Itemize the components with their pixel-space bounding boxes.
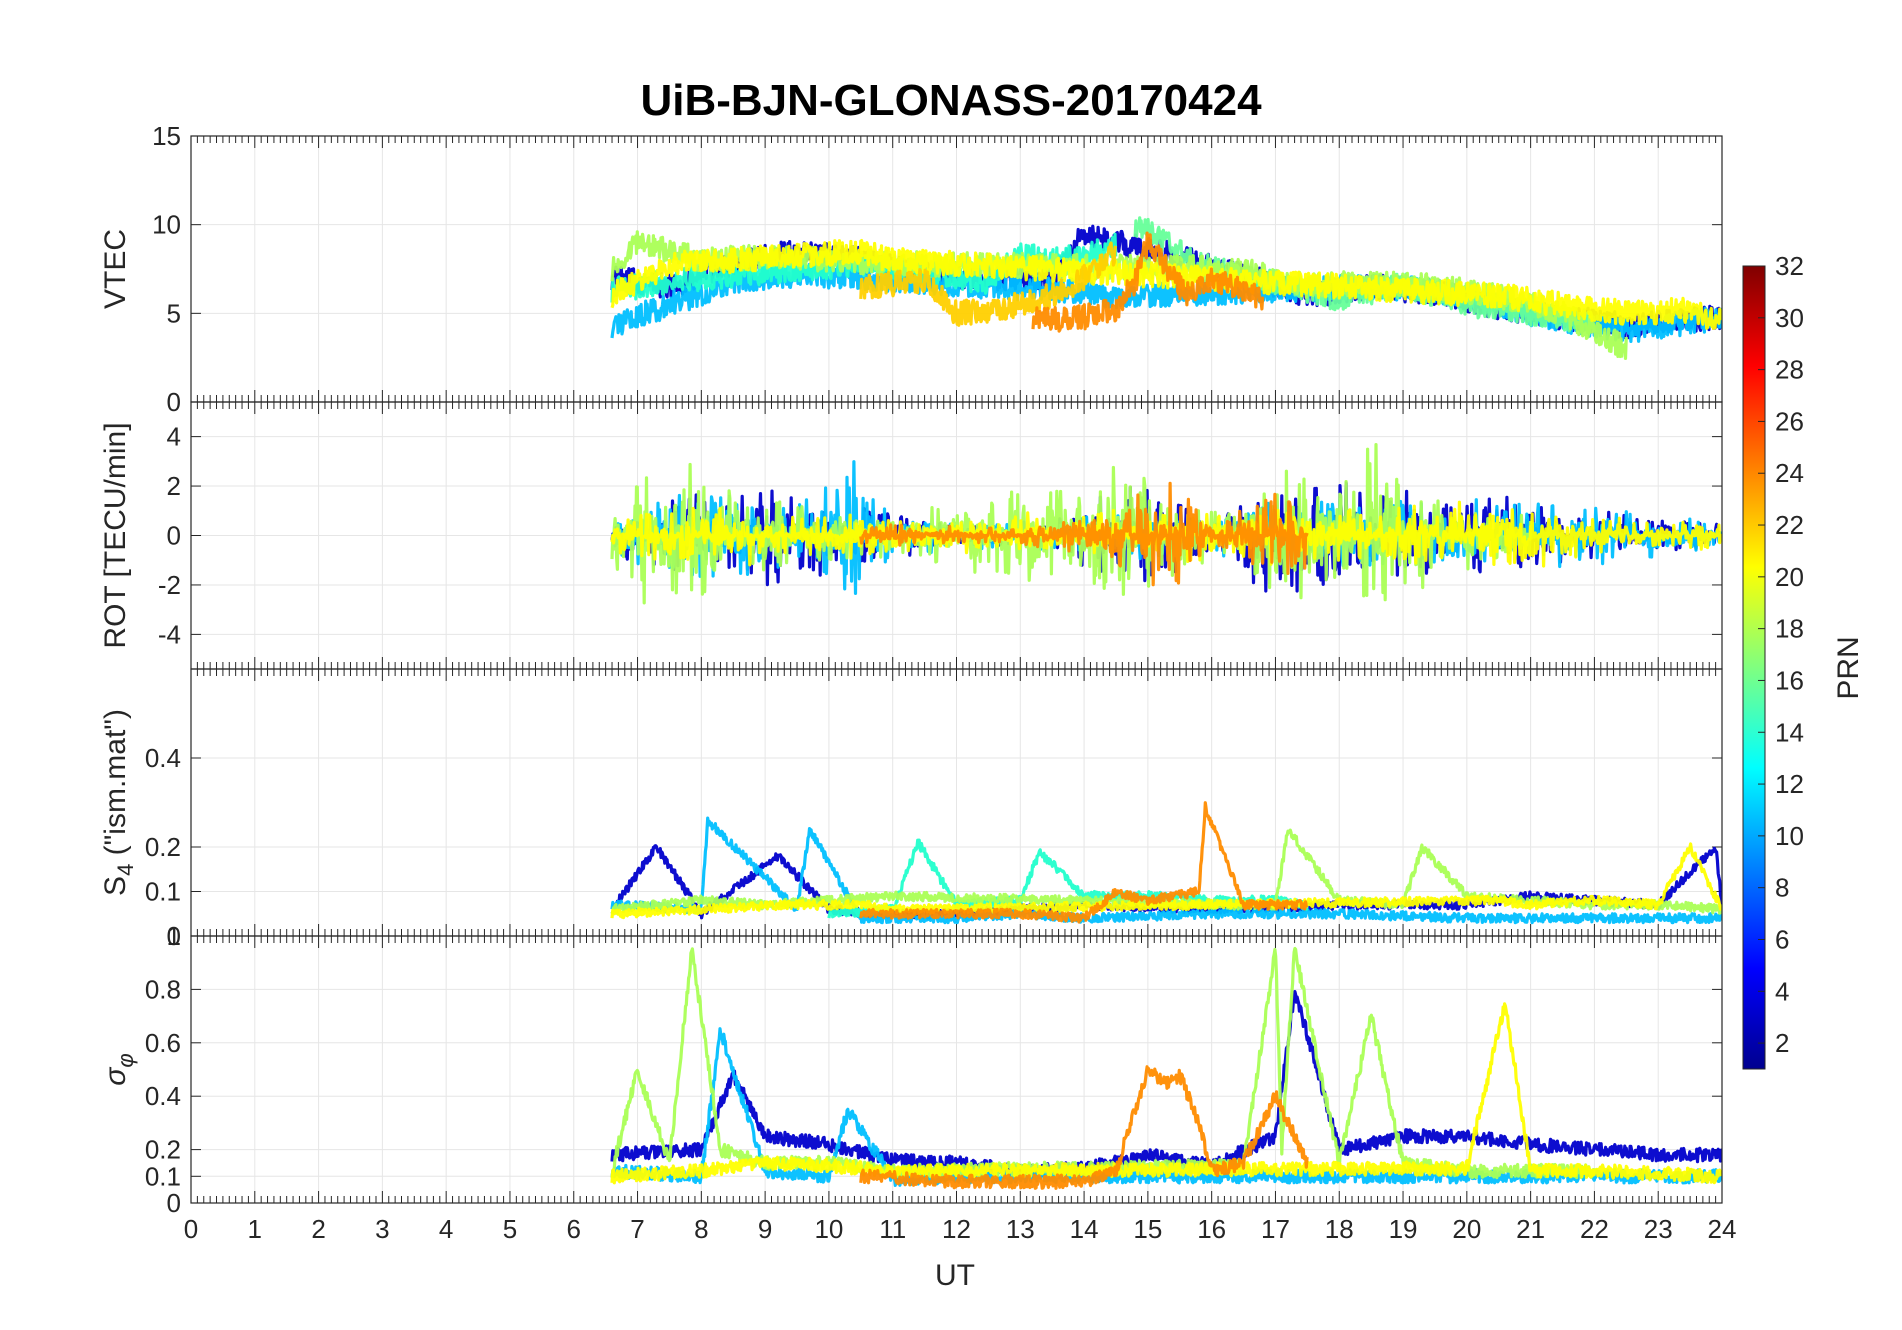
y-tick-label: 0 [167, 521, 181, 551]
y-tick-label: -4 [158, 619, 181, 649]
y-tick-label: 15 [152, 121, 181, 151]
colorbar-tick-label: 4 [1775, 976, 1789, 1006]
colorbar-tick-label: 14 [1775, 717, 1804, 747]
x-tick-label: 10 [814, 1214, 843, 1244]
colorbar-tick-label: 18 [1775, 614, 1804, 644]
panel-1: 0 5 10 15 VTEC [99, 121, 1723, 417]
y-tick-label: 0.1 [145, 1161, 181, 1191]
series-prn-24 [859, 481, 1309, 587]
y-tick-label: 0 [167, 387, 181, 417]
y-axis-label: S4 ("ism.mat") [99, 709, 138, 896]
panel-3-series [610, 801, 1722, 925]
panel-1-series [610, 216, 1722, 360]
colorbar-tick-label: 6 [1775, 924, 1789, 954]
colorbar-label: PRN [1832, 636, 1865, 699]
y-tick-label: 0.2 [145, 1135, 181, 1165]
x-tick-label: 19 [1389, 1214, 1418, 1244]
x-tick-label: 18 [1325, 1214, 1354, 1244]
series-prn-24 [1031, 231, 1265, 333]
x-tick-label: 0 [184, 1214, 198, 1244]
chart-title: UiB-BJN-GLONASS-20170424 [640, 76, 1262, 125]
colorbar-tick-label: 32 [1775, 251, 1804, 281]
y-tick-label: 2 [167, 471, 181, 501]
colorbar-tick-label: 30 [1775, 303, 1804, 333]
x-tick-label: 8 [694, 1214, 708, 1244]
x-tick-label: 12 [942, 1214, 971, 1244]
series-prn-22 [859, 241, 1118, 327]
y-tick-label: 0.4 [145, 743, 181, 773]
x-tick-label: 9 [758, 1214, 772, 1244]
series-prn-18 [610, 946, 1596, 1180]
colorbar-tick-label: 16 [1775, 665, 1804, 695]
y-tick-label: 0.4 [145, 1081, 181, 1111]
colorbar-tick-label: 10 [1775, 821, 1804, 851]
series-prn-20 [610, 842, 1722, 920]
x-tick-label: 22 [1580, 1214, 1609, 1244]
panel-frame [190, 935, 1723, 1204]
x-tick-label: 23 [1644, 1214, 1673, 1244]
y-tick-label: 0 [167, 921, 181, 951]
colorbar-tick-label: 22 [1775, 510, 1804, 540]
panel-2-series [610, 443, 1722, 605]
x-tick-label: 16 [1197, 1214, 1226, 1244]
x-tick-label: 24 [1708, 1214, 1737, 1244]
y-axis-label: VTEC [99, 229, 132, 309]
colorbar-tick-label: 2 [1775, 1028, 1789, 1058]
y-tick-label: 0 [167, 1188, 181, 1218]
panel-4-series [610, 946, 1722, 1190]
colorbar-tick-label: 8 [1775, 873, 1789, 903]
series-prn-20 [610, 1002, 1722, 1185]
x-tick-label: 13 [1006, 1214, 1035, 1244]
x-tick-label: 3 [375, 1214, 389, 1244]
colorbar-tick-label: 28 [1775, 355, 1804, 385]
x-tick-labels: 0 1 2 3 4 5 6 7 8 9 10 11 12 13 14 15 16 17 18 19 20 21 22 23 24 [184, 1214, 1737, 1244]
x-tick-label: 2 [311, 1214, 325, 1244]
y-tick-label: 4 [167, 422, 181, 452]
colorbar-tick-label: 26 [1775, 406, 1804, 436]
y-tick-label: 0.8 [145, 974, 181, 1004]
x-tick-label: 14 [1070, 1214, 1099, 1244]
series-prn-18 [610, 443, 1533, 605]
x-tick-label: 17 [1261, 1214, 1290, 1244]
colorbar-tick-label: 24 [1775, 458, 1804, 488]
x-tick-label: 4 [439, 1214, 453, 1244]
y-tick-label: 0.6 [145, 1028, 181, 1058]
y-tick-label: 10 [152, 210, 181, 240]
x-tick-label: 11 [879, 1214, 906, 1244]
x-tick-label: 20 [1452, 1214, 1481, 1244]
y-tick-label: 0.2 [145, 832, 181, 862]
series-prn-24 [859, 1065, 1309, 1190]
x-tick-label: 21 [1516, 1214, 1545, 1244]
y-axis-label: ROT [TECU/min] [99, 422, 132, 648]
colorbar-gradient [1742, 265, 1766, 1070]
x-tick-label: 5 [503, 1214, 517, 1244]
y-tick-label: 0.1 [145, 877, 181, 907]
series-prn-14 [610, 232, 1118, 303]
y-axis-label: σφ [99, 1053, 138, 1085]
panel-2: -4 -2 0 2 4 ROT [TECU/min] [99, 401, 1723, 670]
series-prn-24 [859, 801, 1309, 924]
series-prn-2 [610, 989, 1722, 1179]
colorbar-tick-label: 20 [1775, 562, 1804, 592]
y-tick-label: 5 [167, 298, 181, 328]
colorbar-tick-label: 12 [1775, 769, 1804, 799]
y-tick-label: 1 [167, 921, 181, 951]
x-tick-label: 7 [630, 1214, 644, 1244]
x-tick-label: 1 [248, 1214, 262, 1244]
x-tick-label: 15 [1133, 1214, 1162, 1244]
y-tick-label: -2 [158, 570, 181, 600]
panel-3: 0 0.1 0.2 0.4S4 ("ism.mat") [99, 668, 1723, 951]
x-axis-label: UT [935, 1259, 975, 1292]
x-tick-label: 6 [567, 1214, 581, 1244]
